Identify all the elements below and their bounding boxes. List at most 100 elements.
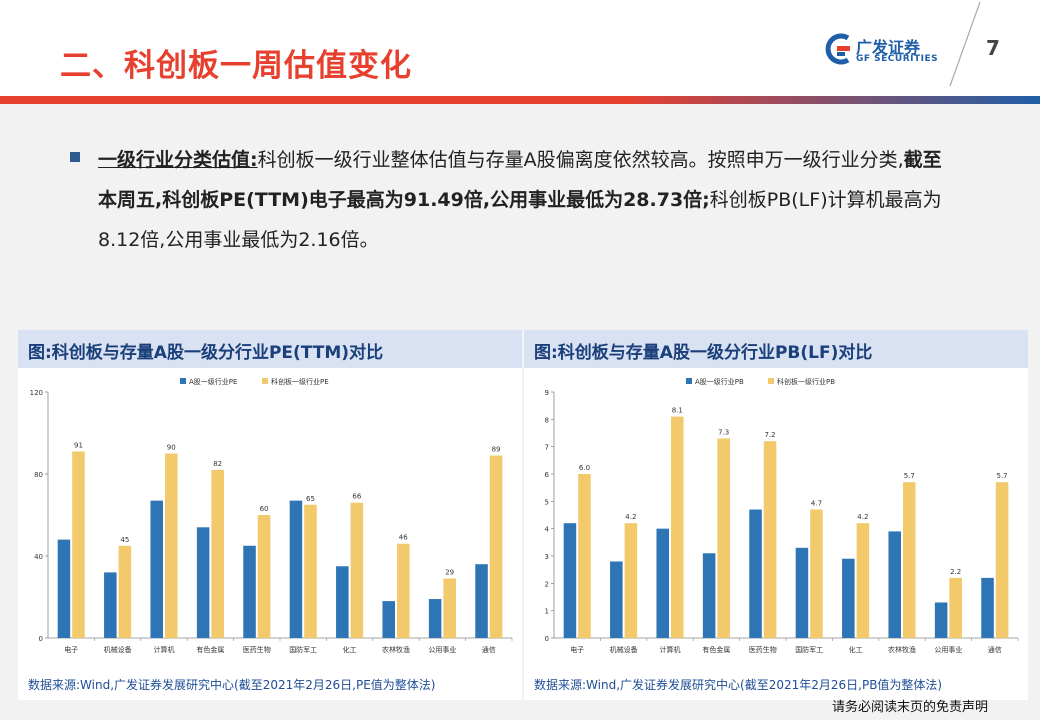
pe-data-label-9: 89 [492,446,501,454]
pb-bar-0-7 [888,531,901,638]
pb-ytick-label-4: 4 [545,526,550,534]
pb-chart-source: 数据来源:Wind,广发证券发展研究中心(截至2021年2月26日,PB值为整体… [534,678,943,692]
pb-bar-1-3 [717,438,730,638]
gf-logo-icon [825,33,850,65]
pb-ytick-label-8: 8 [545,416,549,424]
pe-bar-1-5 [304,504,317,638]
pb-xtick-label-0: 电子 [570,645,584,654]
pb-bar-1-7 [903,482,916,638]
pe-chart-title: 图:科创板与存量A股一级分行业PE(TTM)对比 [28,343,384,363]
pe-bar-0-6 [336,566,349,638]
pb-xtick-label-9: 通信 [988,645,1002,654]
pb-bar-0-4 [749,509,762,638]
pe-data-label-1: 45 [120,536,129,544]
pb-data-label-8: 2.2 [950,568,961,576]
pe-ytick-label-3: 120 [30,389,43,397]
pe-bar-1-3 [211,469,224,638]
pb-xtick-label-7: 农林牧渔 [888,645,916,654]
pe-data-label-7: 46 [399,534,408,542]
pe-legend-swatch-1 [262,378,268,384]
pb-xtick-label-8: 公用事业 [934,645,962,654]
pe-bar-0-7 [382,601,395,638]
pe-bar-0-5 [289,500,303,638]
divider-slash [949,1,981,87]
pe-bar-1-6 [350,502,364,638]
pe-xtick-label-0: 电子 [64,645,78,654]
pe-legend-swatch-0 [180,378,186,384]
pe-legend: A股一级行业PE 科创板一级行业PE [180,377,329,386]
pb-data-label-6: 4.2 [857,513,868,521]
pb-bar-1-9 [995,482,1009,638]
pe-bar-1-0 [72,451,85,638]
pb-ytick-label-3: 3 [545,553,549,561]
pb-ytick-label-2: 2 [545,580,549,588]
pb-xtick-label-3: 有色金属 [702,645,730,654]
pb-xtick-label-4: 医药生物 [749,645,777,654]
pb-legend: A股一级行业PB 科创板一级行业PB [686,377,835,386]
pe-legend-label-1: 科创板一级行业PE [271,377,329,386]
pb-bar-chart: A股一级行业PB 科创板一级行业PB 0 1 2 3 4 5 6 7 8 9 6.0 电子 4.2 机械设备 8… [524,370,1028,668]
pe-xtick-label-2: 计算机 [154,645,175,654]
pe-data-label-0: 91 [74,441,83,449]
pb-ytick-label-1: 1 [545,608,549,616]
pb-data-label-2: 8.1 [672,407,683,415]
page-number: 7 [986,36,1000,60]
bullet-text-1: 科创板一级行业整体估值与存量A股偏离度依然较高。按照申万一级行业分类, [257,149,904,171]
pb-data-label-1: 4.2 [625,513,636,521]
bullet-text-bold: 截至本周五,科创板PE(TTM)电子最高为91.49倍,公用事业最低为28.73… [98,149,942,211]
pb-data-label-5: 4.7 [811,500,822,508]
pb-bar-1-2 [671,416,684,638]
logo-text-en: GF SECURITIES [856,54,939,64]
pb-xtick-label-2: 计算机 [660,645,681,654]
pb-bar-0-9 [981,577,994,638]
pe-xtick-label-1: 机械设备 [104,645,132,654]
pe-chart-source: 数据来源:Wind,广发证券发展研究中心(截至2021年2月26日,PE值为整体… [28,678,436,692]
pb-bar-1-6 [856,523,870,638]
company-logo: 广发证券 GF SECURITIES [822,32,952,72]
pb-bar-0-5 [795,547,809,638]
pe-bar-0-4 [243,545,256,638]
pb-legend-label-1: 科创板一级行业PB [777,377,835,386]
bullet-label: 一级行业分类估值: [98,149,258,171]
pb-bar-0-2 [656,528,669,638]
pe-bar-0-0 [57,539,71,638]
pe-bar-0-8 [428,599,442,638]
pb-chart-title: 图:科创板与存量A股一级分行业PB(LF)对比 [534,343,873,363]
pb-data-label-4: 7.2 [764,431,775,439]
pe-ytick-label-1: 40 [34,553,43,561]
pe-data-label-4: 60 [260,505,269,513]
pe-bar-1-8 [443,578,456,638]
pe-data-label-8: 29 [445,569,454,577]
pb-bar-0-1 [610,561,623,638]
disclaimer-footer: 请务必阅读末页的免责声明 [832,700,989,715]
pb-data-label-0: 6.0 [579,464,590,472]
pb-xtick-label-5: 国防军工 [795,645,823,654]
pe-data-label-3: 82 [213,460,222,468]
pb-bar-0-6 [842,558,855,638]
pb-data-label-9: 5.7 [996,472,1007,480]
pe-bar-chart: A股一级行业PE 科创板一级行业PE 0 40 80 120 91 电子 45 机械设备 90 计算机… [18,370,522,668]
pb-ytick-label-6: 6 [545,471,550,479]
pb-xtick-label-6: 化工 [849,645,863,654]
pb-bar-1-5 [810,509,823,638]
pe-bar-1-7 [397,543,410,638]
pe-data-label-2: 90 [167,444,176,452]
pb-bar-0-3 [702,553,716,638]
pb-bar-0-8 [934,602,948,638]
pe-data-label-5: 65 [306,495,315,503]
pe-ytick-label-0: 0 [39,635,43,643]
pe-bar-0-9 [475,564,488,638]
pb-bar-0-0 [563,523,577,638]
pb-data-label-7: 5.7 [904,472,915,480]
pe-chart-panel: 图:科创板与存量A股一级分行业PE(TTM)对比 A股一级行业PE 科创板一级行业… [18,330,522,700]
pb-legend-swatch-1 [768,378,774,384]
pb-bar-1-1 [624,523,638,638]
pe-bar-0-3 [196,527,210,638]
pb-data-label-3: 7.3 [718,428,729,436]
bullet-text-2: 科创板PB(LF)计算机最高为8.12倍,公用事业最低为2.16倍。 [98,189,942,251]
pe-xtick-label-8: 公用事业 [428,645,456,654]
pe-xtick-label-9: 通信 [482,645,496,654]
summary-paragraph: 一级行业分类估值:科创板一级行业整体估值与存量A股偏离度依然较高。按照申万一级行… [98,140,958,260]
pb-legend-label-0: A股一级行业PB [695,377,744,386]
pe-chart-header: 图:科创板与存量A股一级分行业PE(TTM)对比 [18,330,522,368]
